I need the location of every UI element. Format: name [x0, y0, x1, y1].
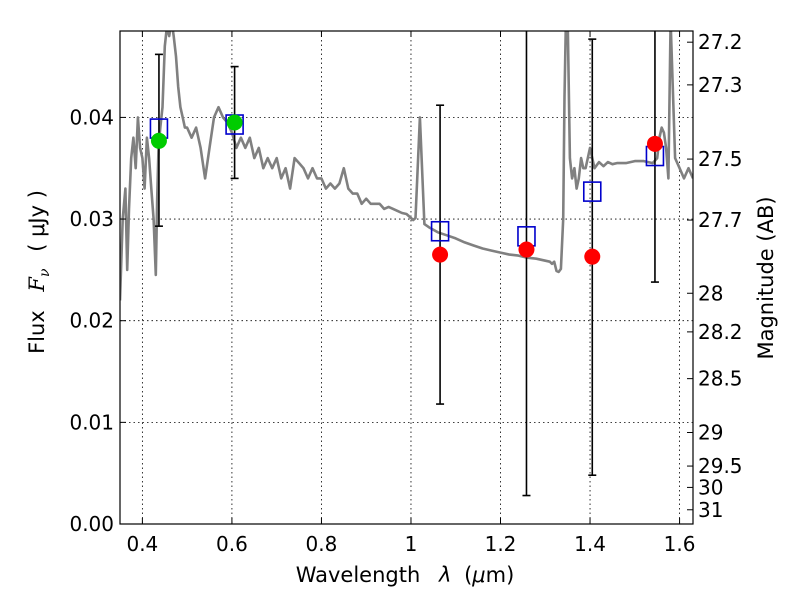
magnitude-tick-label: 31 — [698, 498, 723, 522]
green-data-point — [226, 114, 243, 131]
y-tick-label: 0.01 — [69, 410, 114, 434]
y-axis-label: Flux Fν ( μJy ) — [25, 190, 54, 354]
magnitude-tick-label: 27.2 — [698, 30, 743, 54]
green-data-point — [150, 132, 167, 149]
error-bars — [154, 31, 659, 497]
x-tick-label: 1.6 — [664, 532, 696, 556]
x-axis-label-unit-rest: m) — [486, 563, 515, 587]
model-squares — [149, 114, 665, 247]
data-circles — [150, 114, 663, 265]
y-axis-label-text: Flux — [25, 310, 49, 354]
y-tick-label: 0.04 — [69, 105, 114, 129]
x-tick-label: 0.4 — [126, 532, 158, 556]
x-axis-label-unit-mu: μ — [471, 563, 485, 587]
y-axis-label-subscript: ν — [37, 268, 53, 277]
magnitude-tick-label: 28.2 — [698, 320, 743, 344]
model-spectrum-line — [120, 31, 693, 301]
magnitude-tick-label: 30 — [698, 475, 723, 499]
magnitude-tick-label: 29.5 — [698, 454, 743, 478]
spectrum-series — [120, 31, 693, 301]
y-axis-label-unit: ( μJy ) — [25, 190, 49, 252]
y-tick-label: 0.00 — [69, 512, 114, 536]
plot-frame — [119, 30, 694, 525]
magnitude-tick-label: 27.7 — [698, 208, 743, 232]
magnitude-tick-label: 27.5 — [698, 147, 743, 171]
x-tick-label: 1 — [405, 532, 418, 556]
y-tick-label: 0.03 — [69, 207, 114, 231]
red-data-point — [518, 241, 535, 258]
magnitude-axis-label: Magnitude (AB) — [754, 196, 778, 359]
x-axis-label-text: Wavelength — [296, 563, 421, 587]
x-axis-label-unit-open: ( — [464, 563, 472, 587]
magnitude-tick-label: 28.5 — [698, 367, 743, 391]
magnitude-tick-label: 29 — [698, 421, 723, 445]
model-square-marker — [582, 181, 602, 202]
grid-lines — [120, 31, 693, 525]
y-tick-label: 0.02 — [69, 309, 114, 333]
x-axis-label-symbol: λ — [438, 563, 451, 587]
red-data-point — [584, 248, 601, 265]
x-tick-label: 0.8 — [306, 532, 338, 556]
axis-ticks: 0.4 0.6 0.8 1 1.2 1.4 1.6 0.00 0.01 0.02 0.03 0.04 2… — [69, 30, 742, 556]
red-data-point — [646, 135, 663, 152]
x-axis-label: Wavelength λ (μm) — [296, 563, 515, 587]
y-axis-label-symbol: F — [25, 276, 49, 293]
x-tick-label: 0.6 — [216, 532, 248, 556]
x-tick-label: 1.2 — [485, 532, 517, 556]
model-square-marker — [430, 220, 450, 242]
red-data-point — [432, 246, 449, 263]
x-tick-label: 1.4 — [574, 532, 606, 556]
magnitude-tick-label: 28 — [698, 281, 723, 305]
magnitude-tick-label: 27.3 — [698, 73, 743, 97]
